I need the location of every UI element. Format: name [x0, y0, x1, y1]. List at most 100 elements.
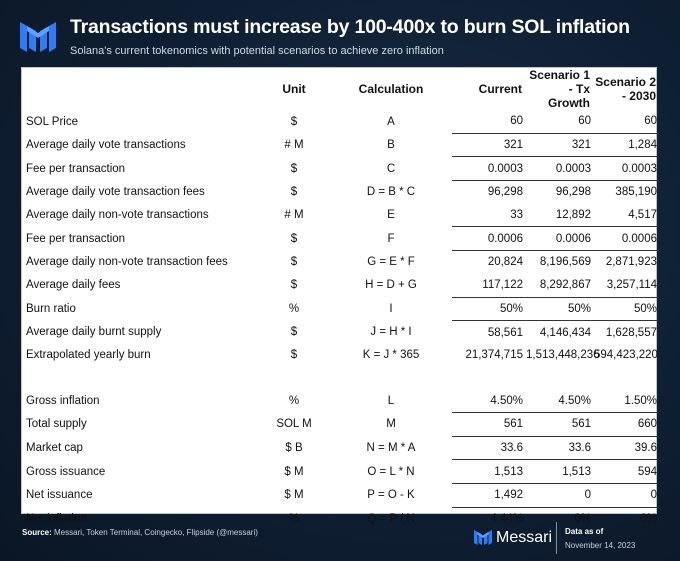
row-label: Average daily burnt supply [26, 326, 162, 339]
row-current-value: 321 [452, 132, 524, 157]
row-calculation: D = B * C [366, 186, 416, 199]
row-label: Average daily vote transaction fees [26, 186, 205, 199]
row-scenario-1-value: 12,892 [555, 209, 591, 222]
row-calculation: H = D + G [365, 279, 417, 292]
header-calculation: Calculation [358, 82, 424, 96]
row-unit: $ [290, 326, 298, 339]
table-row: Average daily burnt supply $ J = H * I 58,5… [22, 320, 658, 344]
row-label: Average daily non-vote transaction fees [26, 256, 228, 269]
header-current: Current [478, 82, 522, 96]
row-unit: $ [290, 279, 298, 292]
row-scenario-1-value: 1,513 [524, 459, 592, 484]
row-scenario-2-value: 594,423,220 [594, 349, 658, 362]
row-label: Fee per transaction [26, 232, 126, 245]
row-scenario-1-value: 33.6 [524, 435, 592, 460]
row-scenario-2-value: 60 [644, 115, 657, 128]
row-scenario-2-value: 39.6 [592, 435, 658, 460]
row-scenario-2-value: 0.0003 [592, 156, 658, 181]
row-scenario-2-value: 50% [592, 296, 658, 321]
row-current-value: 33.6 [452, 435, 524, 460]
row-calculation: B [387, 139, 395, 152]
row-label: Average daily vote transactions [26, 139, 186, 152]
row-unit: $ B [285, 441, 303, 454]
row-scenario-1-value: 0 [524, 483, 592, 508]
row-scenario-1-value: 60 [578, 115, 591, 128]
table-row: Burn ratio% I 50% 50% 50% [22, 296, 658, 321]
table-spacer-row [22, 367, 658, 390]
row-unit: $ [290, 162, 298, 175]
row-unit: # M [284, 209, 304, 222]
row-scenario-2-value: 660 [592, 411, 658, 437]
row-scenario-1-value: 321 [524, 132, 592, 157]
row-scenario-1-value: 8,292,867 [539, 279, 591, 292]
row-label: Gross issuance [26, 465, 106, 478]
row-calculation: Q = P / N [367, 512, 415, 525]
row-scenario-1-value: 0.0006 [524, 226, 592, 251]
page-title: Transactions must increase by 100-400x t… [70, 16, 630, 38]
table-row: Gross inflation% L 4.50% 4.50% 1.50% [22, 389, 658, 412]
row-unit: $ [290, 256, 298, 269]
row-current-value: 96,298 [452, 180, 524, 204]
brand-name: Messari [496, 529, 553, 546]
row-calculation: O = L * N [367, 465, 415, 478]
row-unit: $ M [284, 465, 304, 478]
row-label: SOL Price [26, 115, 78, 128]
row-calculation: I [389, 302, 393, 315]
row-current-value: 117,122 [482, 279, 523, 292]
table-row: Fee per transaction $ F 0.0006 0.0006 0.0006 [22, 226, 658, 251]
row-calculation: F [387, 232, 395, 245]
row-current-value: 1,513 [452, 459, 524, 484]
row-current-value: 561 [452, 411, 524, 437]
row-scenario-2-value: 0.0006 [592, 226, 658, 251]
row-calculation: L [387, 394, 395, 407]
row-unit: % [288, 512, 300, 525]
row-current-value: 33 [510, 209, 523, 222]
row-unit: % [288, 302, 300, 315]
row-scenario-2-value: 1,628,557 [592, 320, 658, 344]
row-scenario-1-value: 8,196,569 [524, 250, 592, 274]
data-as-of-label: Data as of [565, 527, 604, 536]
footer-divider [556, 522, 557, 554]
row-scenario-2-value: 0 [592, 483, 658, 508]
row-scenario-1-value: 0% [524, 506, 592, 531]
source-text: Messari, Token Terminal, Coingecko, Flip… [51, 528, 258, 537]
messari-logo-icon [20, 22, 56, 52]
row-unit: $ M [284, 489, 304, 502]
table-row: Fee per transaction $ C 0.0003 0.0003 0.0003 [22, 156, 658, 181]
row-scenario-1-value: 4.50% [558, 394, 591, 407]
row-label: Net issuance [26, 489, 93, 502]
row-scenario-2-value: 594 [592, 459, 658, 484]
footer: Source: Messari, Token Terminal, Coingec… [0, 518, 680, 561]
row-calculation: N = M * A [366, 441, 416, 454]
row-current-value: 4.50% [490, 394, 523, 407]
row-label: Average daily non-vote transactions [26, 209, 209, 222]
header-scenario-1: Scenario 1 - Tx Growth [529, 68, 590, 110]
row-calculation: M [386, 418, 396, 431]
row-label: Market cap [26, 441, 83, 454]
row-label: Burn ratio [26, 302, 76, 315]
row-scenario-2-value: 1,284 [592, 132, 658, 157]
row-calculation: E [387, 209, 395, 222]
table-header-row: Unit Calculation Current Scenario 1 - Tx… [22, 68, 658, 110]
table-row: Average daily vote transactions # M B 321 32… [22, 132, 658, 157]
row-unit: $ [290, 186, 298, 199]
header: Transactions must increase by 100-400x t… [18, 14, 670, 62]
row-scenario-2-value: 0% [592, 506, 658, 531]
row-scenario-1-value: 0.0003 [524, 156, 592, 181]
row-unit [258, 367, 330, 390]
row-unit: # M [284, 139, 304, 152]
row-current-value: 20,824 [452, 250, 524, 274]
row-scenario-2-value: 2,871,923 [592, 250, 658, 274]
row-current-value: 0.0006 [452, 226, 524, 251]
row-current-value: 21,374,715 [465, 349, 523, 362]
row-label: Gross inflation [26, 394, 100, 407]
row-scenario-2-value: 4,517 [628, 209, 657, 222]
page-subtitle: Solana's current tokenomics with potenti… [70, 45, 444, 57]
source-label: Source: [22, 528, 52, 537]
row-calculation: P = O - K [367, 489, 415, 502]
table-row: Average daily fees $ H = D + G 117,122 8,292… [22, 274, 658, 297]
row-label: Fee per transaction [26, 162, 126, 175]
